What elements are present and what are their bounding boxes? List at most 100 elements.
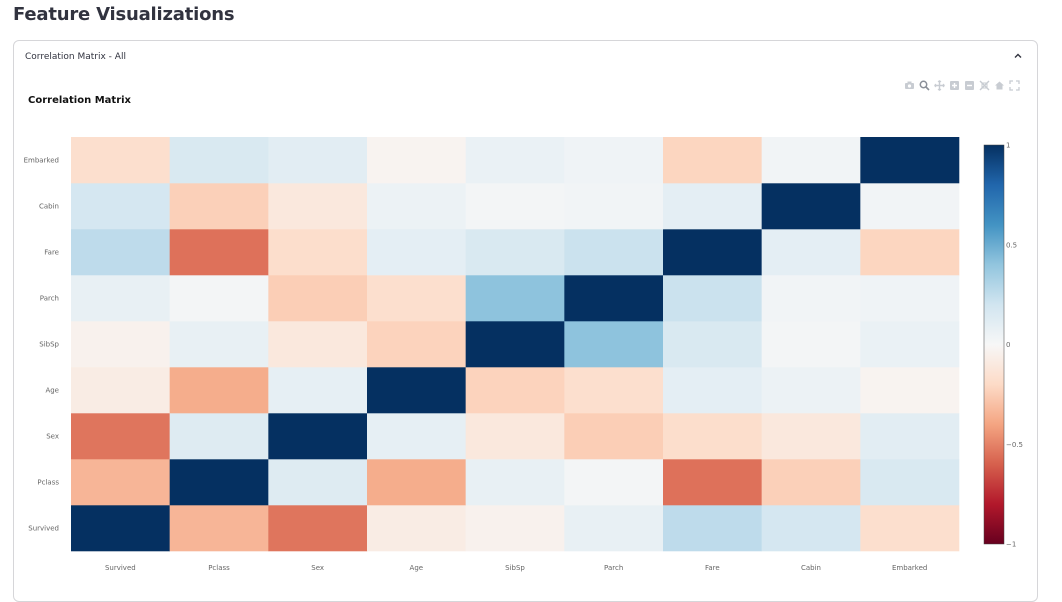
heatmap-cell[interactable] (564, 275, 664, 322)
heatmap-cell[interactable] (268, 321, 368, 368)
zoom-in-icon[interactable] (948, 79, 961, 92)
heatmap-cell[interactable] (564, 367, 664, 414)
heatmap-cell[interactable] (663, 275, 762, 322)
chart-title: Correlation Matrix (28, 95, 131, 106)
heatmap-cell[interactable] (564, 505, 664, 552)
heatmap-cell[interactable] (564, 137, 664, 184)
heatmap-cell[interactable] (169, 505, 269, 552)
heatmap-cell[interactable] (860, 367, 960, 414)
heatmap-cell[interactable] (367, 229, 466, 276)
heatmap-cell[interactable] (169, 229, 269, 276)
heatmap-cell[interactable] (860, 321, 960, 368)
heatmap-cell[interactable] (564, 321, 664, 368)
page-title: Feature Visualizations (13, 4, 235, 25)
heatmap-cell[interactable] (367, 183, 466, 230)
heatmap-cell[interactable] (663, 183, 762, 230)
heatmap-cell[interactable] (761, 413, 861, 460)
heatmap-cell[interactable] (71, 137, 170, 184)
zoom-out-icon[interactable] (963, 79, 976, 92)
heatmap-cell[interactable] (71, 505, 170, 552)
heatmap-cell[interactable] (465, 183, 565, 230)
heatmap-cell[interactable] (367, 275, 466, 322)
heatmap-cell[interactable] (761, 367, 861, 414)
heatmap-cell[interactable] (761, 321, 861, 368)
heatmap-cell[interactable] (564, 229, 664, 276)
autoscale-icon[interactable] (978, 79, 991, 92)
heatmap-cell[interactable] (860, 137, 960, 184)
correlation-heatmap: Survived Pclass Sex Age SibSp Parch Fare Cabin E… (24, 137, 1023, 572)
heatmap-cell[interactable] (367, 321, 466, 368)
expander-header[interactable]: Correlation Matrix - All (14, 41, 1037, 71)
heatmap-cell[interactable] (564, 183, 664, 230)
zoom-icon[interactable] (918, 79, 931, 92)
heatmap-cell[interactable] (169, 367, 269, 414)
heatmap-cell[interactable] (268, 137, 368, 184)
heatmap-cell[interactable] (268, 505, 368, 552)
fullscreen-icon[interactable] (1008, 79, 1021, 92)
heatmap-cell[interactable] (564, 459, 664, 506)
heatmap-cell[interactable] (860, 275, 960, 322)
heatmap-cell[interactable] (761, 505, 861, 552)
heatmap-cell[interactable] (71, 229, 170, 276)
heatmap-cell[interactable] (663, 137, 762, 184)
home-icon[interactable] (993, 79, 1006, 92)
heatmap-cell[interactable] (169, 275, 269, 322)
heatmap-cell[interactable] (465, 229, 565, 276)
heatmap-cell[interactable] (465, 413, 565, 460)
heatmap-cell[interactable] (465, 367, 565, 414)
heatmap-cell[interactable] (761, 137, 861, 184)
x-axis-ticks: Survived Pclass Sex Age SibSp Parch Fare Cabin E… (105, 564, 927, 572)
heatmap-cell[interactable] (71, 367, 170, 414)
heatmap-cell[interactable] (71, 321, 170, 368)
heatmap-cell[interactable] (367, 367, 466, 414)
heatmap-cell[interactable] (564, 413, 664, 460)
heatmap-cell[interactable] (663, 321, 762, 368)
heatmap-cell[interactable] (268, 459, 368, 506)
heatmap-cell[interactable] (860, 459, 960, 506)
heatmap-cell[interactable] (860, 183, 960, 230)
heatmap-cell[interactable] (761, 275, 861, 322)
heatmap-cell[interactable] (367, 413, 466, 460)
heatmap-cell[interactable] (761, 459, 861, 506)
heatmap-cell[interactable] (71, 413, 170, 460)
heatmap-cell[interactable] (169, 413, 269, 460)
pan-icon[interactable] (933, 79, 946, 92)
heatmap-cell[interactable] (169, 183, 269, 230)
heatmap-cell[interactable] (367, 137, 466, 184)
heatmap-cell[interactable] (761, 229, 861, 276)
heatmap-cell[interactable] (367, 505, 466, 552)
y-tick-label: Fare (44, 249, 59, 257)
y-tick-label: Survived (28, 525, 59, 533)
heatmap-cell[interactable] (663, 505, 762, 552)
y-tick-label: Pclass (37, 479, 59, 487)
heatmap-cell[interactable] (860, 229, 960, 276)
heatmap-cell[interactable] (169, 137, 269, 184)
heatmap-cell[interactable] (663, 367, 762, 414)
heatmap-cell[interactable] (465, 275, 565, 322)
colorbar: 1 0.5 0 −0.5 −1 (983, 142, 1023, 549)
heatmap-cell[interactable] (761, 183, 861, 230)
heatmap-cell[interactable] (663, 413, 762, 460)
heatmap-cell[interactable] (268, 183, 368, 230)
heatmap-cell[interactable] (268, 275, 368, 322)
heatmap-cell[interactable] (268, 229, 368, 276)
chevron-up-icon[interactable] (1013, 51, 1023, 61)
y-tick-label: Age (45, 387, 59, 395)
heatmap-cell[interactable] (71, 459, 170, 506)
heatmap-cell[interactable] (663, 229, 762, 276)
heatmap-cell[interactable] (465, 505, 565, 552)
heatmap-cell[interactable] (860, 413, 960, 460)
heatmap-cell[interactable] (71, 275, 170, 322)
heatmap-cell[interactable] (268, 413, 368, 460)
heatmap-cell[interactable] (860, 505, 960, 552)
heatmap-cell[interactable] (465, 459, 565, 506)
heatmap-cell[interactable] (71, 183, 170, 230)
heatmap-cell[interactable] (169, 459, 269, 506)
heatmap-cell[interactable] (169, 321, 269, 368)
heatmap-cell[interactable] (465, 137, 565, 184)
heatmap-cell[interactable] (268, 367, 368, 414)
heatmap-cell[interactable] (465, 321, 565, 368)
camera-icon[interactable] (903, 79, 916, 92)
heatmap-cell[interactable] (663, 459, 762, 506)
heatmap-cell[interactable] (367, 459, 466, 506)
